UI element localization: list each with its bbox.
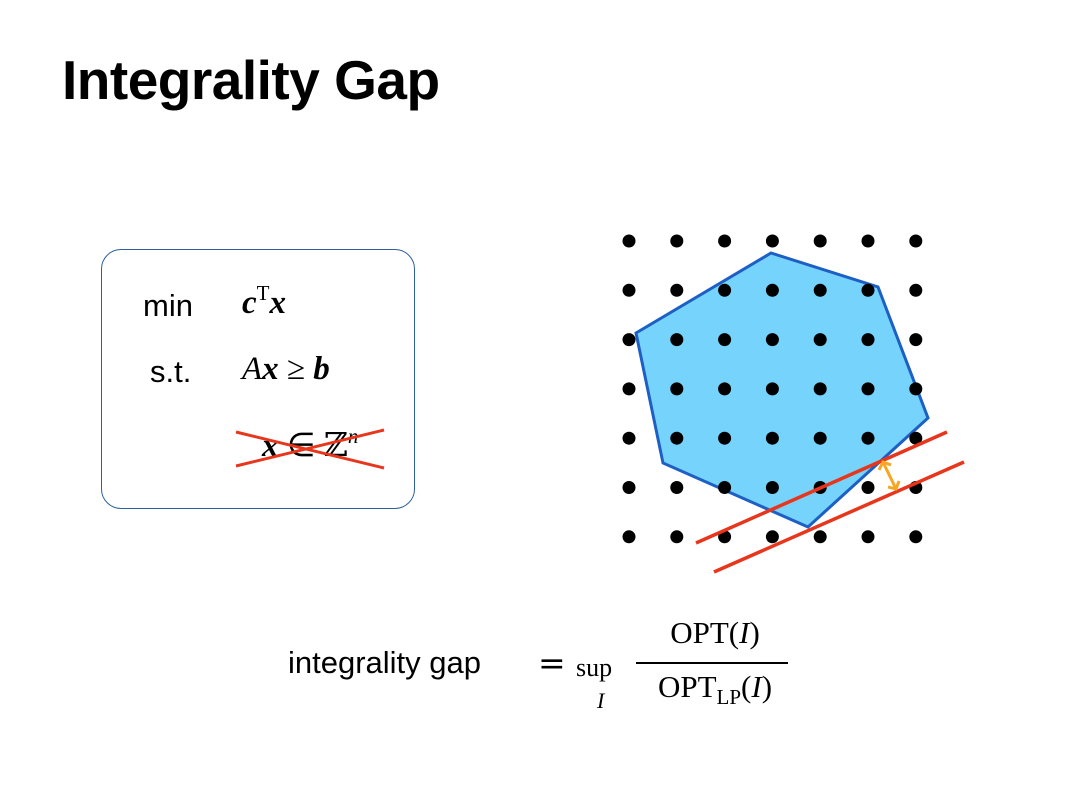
lattice-point: [765, 431, 779, 445]
lattice-point: [765, 283, 779, 297]
objective-transpose: T: [256, 281, 270, 305]
lattice-point: [909, 234, 923, 248]
lattice-point: [718, 333, 732, 347]
objective-c: c: [242, 285, 257, 321]
lattice-point: [622, 382, 636, 396]
st-keyword: s.t.: [150, 354, 192, 389]
lattice-point: [765, 481, 779, 494]
lattice-point: [765, 382, 779, 396]
lp-formulation-box: [101, 249, 415, 509]
lattice-point: [909, 333, 923, 347]
lattice-point: [813, 530, 827, 544]
objective-expression: cTx: [242, 281, 286, 322]
lattice-point: [813, 283, 827, 297]
lattice-point: [718, 283, 732, 297]
strike-line-2: [235, 428, 385, 468]
lattice-point: [622, 481, 636, 494]
lattice-point: [861, 431, 875, 445]
lattice-point: [670, 530, 684, 544]
objective-x: x: [269, 285, 286, 321]
lattice-point: [909, 530, 923, 544]
constraint-x: x: [262, 351, 279, 387]
integer-optimum-line: [713, 460, 965, 574]
lattice-point: [670, 481, 684, 494]
lattice-point: [909, 382, 923, 396]
lattice-point: [718, 481, 732, 494]
formula-equals: =: [538, 643, 566, 682]
lattice-point: [718, 382, 732, 396]
lattice-point: [670, 333, 684, 347]
integer-lattice: [622, 234, 923, 544]
lattice-point: [622, 333, 636, 347]
strike-line-1: [235, 430, 385, 470]
sup-operator: sup: [576, 653, 613, 682]
min-keyword: min: [143, 288, 193, 323]
lattice-point: [861, 481, 875, 494]
constraint-b: b: [313, 351, 330, 387]
gap-arrow: [877, 460, 901, 491]
lattice-point: [861, 283, 875, 297]
lattice-point: [909, 283, 923, 297]
lp-optimum-line: [695, 430, 948, 545]
constraint-relation: ≥: [286, 351, 306, 387]
lattice-point: [622, 234, 636, 248]
lattice-point: [670, 382, 684, 396]
lattice-point: [670, 234, 684, 248]
fraction-bar: [636, 662, 788, 664]
lattice-point: [861, 234, 875, 248]
lattice-polytope-figure: [622, 234, 965, 574]
lattice-point: [765, 234, 779, 248]
lattice-point: [670, 431, 684, 445]
lattice-point: [909, 431, 923, 445]
lattice-point: [718, 234, 732, 248]
lattice-point: [765, 333, 779, 347]
lattice-point: [622, 431, 636, 445]
constraint-A: A: [242, 351, 263, 387]
fraction-numerator: OPT(I): [670, 615, 760, 650]
lattice-point: [861, 333, 875, 347]
integrality-gap-formula: integrality gap = sup I OPT(I) OPTLP(I): [288, 615, 808, 715]
lattice-point: [861, 530, 875, 544]
lattice-point: [622, 283, 636, 297]
formula-label: integrality gap: [288, 645, 482, 680]
lattice-point: [813, 234, 827, 248]
constraint-expression: Ax ≥ b: [242, 351, 330, 388]
lp-polytope: [634, 251, 930, 529]
strike-through-mark: [235, 428, 385, 470]
lattice-point: [813, 431, 827, 445]
sup-subscript: I: [597, 688, 605, 713]
lattice-point: [622, 530, 636, 544]
lattice-point: [813, 333, 827, 347]
integrality-x: x: [262, 428, 279, 464]
slide-title: Integrality Gap: [62, 49, 440, 111]
lattice-point: [861, 382, 875, 396]
lattice-point: [765, 530, 779, 544]
lattice-point: [718, 431, 732, 445]
fraction-denominator: OPTLP(I): [657, 669, 773, 709]
lattice-point: [813, 382, 827, 396]
lattice-point: [670, 283, 684, 297]
